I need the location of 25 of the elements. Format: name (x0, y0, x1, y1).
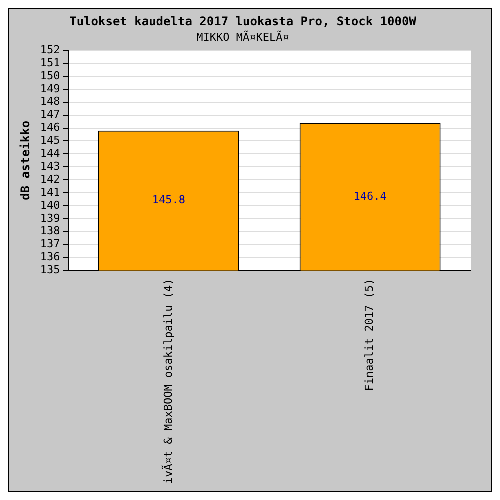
y-tick-label: 141 (40, 186, 60, 199)
x-tick-label: Finaalit 2017 (5) (363, 278, 376, 392)
x-tick-label: ivÃ¤t & MaxBOOM osakilpailu (4) (160, 278, 175, 484)
y-tick-label: 145 (40, 134, 60, 148)
y-tick-label: 149 (40, 82, 60, 96)
y-tick-label: 135 (40, 264, 60, 277)
y-tick-label: 150 (40, 69, 60, 82)
data-label: 146.4 (354, 190, 388, 203)
y-tick-label: 136 (40, 250, 60, 264)
y-tick-label: 147 (40, 108, 60, 122)
data-label: 145.8 (152, 194, 186, 207)
y-tick-label: 143 (40, 160, 60, 173)
y-tick-label: 137 (40, 238, 60, 251)
chart-subtitle: MIKKO MÃ¤KELÃ¤ (196, 30, 290, 44)
y-tick-label: 148 (40, 95, 60, 108)
y-tick-label: 152 (40, 43, 60, 56)
y-tick-label: 139 (40, 212, 60, 225)
y-axis-title: dB asteikko (18, 120, 32, 200)
y-tick-label: 144 (40, 147, 61, 160)
y-tick-label: 151 (40, 56, 60, 70)
chart-title: Tulokset kaudelta 2017 luokasta Pro, Stock 1000W (70, 14, 418, 28)
y-tick-label: 146 (40, 121, 60, 134)
y-tick-label: 140 (40, 198, 60, 212)
y-tick-label: 142 (40, 172, 60, 186)
y-tick-label: 138 (40, 224, 60, 238)
